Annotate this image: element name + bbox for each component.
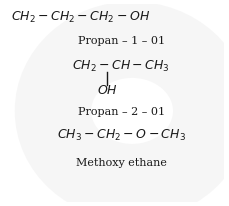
Text: Propan – 1 – 01: Propan – 1 – 01 — [78, 36, 165, 46]
Text: $\mathit{CH_2-CH_2-CH_2-OH}$: $\mathit{CH_2-CH_2-CH_2-OH}$ — [11, 9, 150, 25]
Text: $\mathit{CH_2-CH-CH_3}$: $\mathit{CH_2-CH-CH_3}$ — [72, 59, 170, 74]
Text: $\mathit{CH_3-CH_2-O-CH_3}$: $\mathit{CH_3-CH_2-O-CH_3}$ — [57, 128, 185, 143]
Text: Propan – 2 – 01: Propan – 2 – 01 — [78, 107, 165, 117]
Text: $\mathit{OH}$: $\mathit{OH}$ — [98, 84, 118, 97]
Text: Methoxy ethane: Methoxy ethane — [76, 158, 166, 168]
